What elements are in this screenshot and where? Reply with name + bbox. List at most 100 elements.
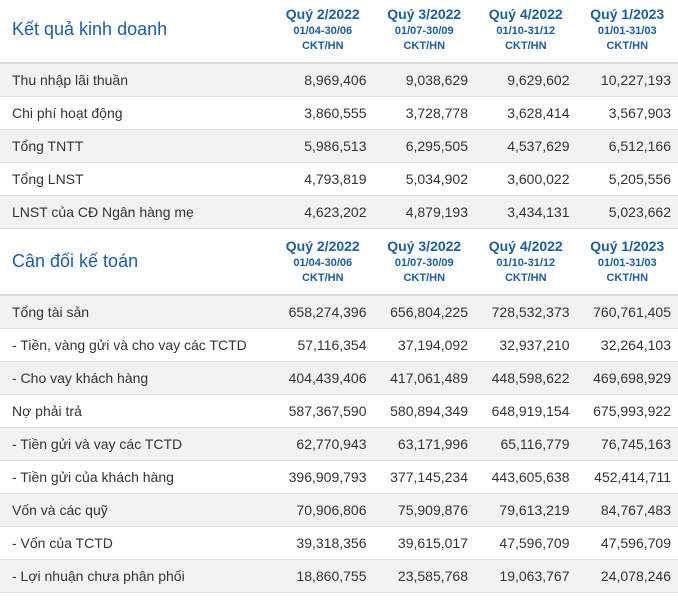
cell-value: 3,567,903 xyxy=(608,105,671,121)
unit-label: CKT/HN xyxy=(301,40,344,52)
table-row: - Tiền gửi của khách hàng 396,909,793 37… xyxy=(0,461,678,494)
date-range-label: 01/07-30/09 xyxy=(394,25,454,37)
balance-sheet-header: Cân đối kế toán Quý 2/2022 01/04-30/06 C… xyxy=(0,232,678,296)
cell-value: 84,767,483 xyxy=(600,502,671,518)
cell-value: 18,860,755 xyxy=(296,568,367,584)
cell-value: 39,615,017 xyxy=(397,535,468,551)
cell-value: 3,600,022 xyxy=(507,171,570,187)
cell-value: 469,698,929 xyxy=(593,370,671,386)
cell-value: 23,585,768 xyxy=(397,568,468,584)
table-row: LNST của CĐ Ngân hàng mẹ 4,623,202 4,879… xyxy=(0,196,678,229)
income-statement-header: Kết quả kinh doanh Quý 2/2022 01/04-30/0… xyxy=(0,0,678,64)
table-row: Tổng TNTT 5,986,513 6,295,505 4,537,629 … xyxy=(0,130,678,163)
balance-col-header: Quý 3/2022 01/07-30/09 CKT/HN xyxy=(374,232,476,284)
cell-value: 4,537,629 xyxy=(507,138,570,154)
table-row: Nợ phải trả 587,367,590 580,894,349 648,… xyxy=(0,395,678,428)
row-label: Vốn và các quỹ xyxy=(12,502,108,518)
unit-label: CKT/HN xyxy=(606,272,649,284)
unit-label: CKT/HN xyxy=(403,272,446,284)
date-range-label: 01/10-31/12 xyxy=(496,25,556,37)
row-label: Tổng LNST xyxy=(12,171,84,187)
cell-value: 47,596,709 xyxy=(600,535,671,551)
table-row: - Tiền gửi và vay các TCTD 62,770,943 63… xyxy=(0,428,678,461)
table-row: Vốn và các quỹ 70,906,806 75,909,876 79,… xyxy=(0,494,678,527)
table-row: Thu nhập lãi thuần 8,969,406 9,038,629 9… xyxy=(0,64,678,97)
cell-value: 75,909,876 xyxy=(397,502,468,518)
row-label: - Tiền, vàng gửi và cho vay các TCTD xyxy=(12,337,247,353)
row-label: Thu nhập lãi thuần xyxy=(12,72,128,88)
table-row: Chi phí hoạt động 3,860,555 3,728,778 3,… xyxy=(0,97,678,130)
cell-value: 3,860,555 xyxy=(304,105,367,121)
cell-value: 587,367,590 xyxy=(288,403,367,419)
quarter-label: Quý 1/2023 xyxy=(590,238,665,254)
cell-value: 377,145,234 xyxy=(390,469,468,485)
cell-value: 62,770,943 xyxy=(296,436,367,452)
cell-value: 5,023,662 xyxy=(608,204,671,220)
cell-value: 4,623,202 xyxy=(304,204,367,220)
table-row: Tổng tài sản 658,274,396 656,804,225 728… xyxy=(0,296,678,329)
cell-value: 396,909,793 xyxy=(288,469,367,485)
balance-col-header: Quý 1/2023 01/01-31/03 CKT/HN xyxy=(577,232,678,284)
balance-sheet-section: Cân đối kế toán Quý 2/2022 01/04-30/06 C… xyxy=(0,232,678,593)
cell-value: 37,194,092 xyxy=(397,337,468,353)
table-row: - Lợi nhuận chưa phân phối 18,860,755 23… xyxy=(0,560,678,593)
income-statement-title: Kết quả kinh doanh xyxy=(12,19,168,39)
unit-label: CKT/HN xyxy=(504,40,547,52)
table-row: Tổng LNST 4,793,819 5,034,902 3,600,022 … xyxy=(0,163,678,196)
cell-value: 3,434,131 xyxy=(507,204,570,220)
row-label: Chi phí hoạt động xyxy=(12,105,123,121)
cell-value: 8,969,406 xyxy=(304,72,367,88)
row-label: Tổng TNTT xyxy=(12,138,84,154)
quarter-label: Quý 1/2023 xyxy=(590,6,665,22)
cell-value: 675,993,922 xyxy=(593,403,671,419)
row-label: LNST của CĐ Ngân hàng mẹ xyxy=(12,204,194,220)
cell-value: 24,078,246 xyxy=(600,568,671,584)
cell-value: 6,512,166 xyxy=(608,138,671,154)
row-label: - Cho vay khách hàng xyxy=(12,370,149,386)
cell-value: 5,034,902 xyxy=(405,171,468,187)
cell-value: 5,205,556 xyxy=(608,171,671,187)
unit-label: CKT/HN xyxy=(403,40,446,52)
cell-value: 19,063,767 xyxy=(499,568,570,584)
income-col-header: Quý 1/2023 01/01-31/03 CKT/HN xyxy=(577,0,678,52)
cell-value: 6,295,505 xyxy=(405,138,468,154)
cell-value: 4,793,819 xyxy=(304,171,367,187)
cell-value: 5,986,513 xyxy=(304,138,367,154)
cell-value: 9,038,629 xyxy=(405,72,468,88)
row-label: Nợ phải trả xyxy=(12,403,82,419)
table-row: - Tiền, vàng gửi và cho vay các TCTD 57,… xyxy=(0,329,678,362)
row-label: - Vốn của TCTD xyxy=(12,535,113,551)
balance-sheet-title: Cân đối kế toán xyxy=(12,251,139,271)
balance-col-header: Quý 2/2022 01/04-30/06 CKT/HN xyxy=(272,232,374,284)
cell-value: 63,171,996 xyxy=(397,436,468,452)
quarter-label: Quý 3/2022 xyxy=(387,238,462,254)
row-label: - Lợi nhuận chưa phân phối xyxy=(12,568,185,584)
cell-value: 10,227,193 xyxy=(600,72,671,88)
cell-value: 3,728,778 xyxy=(405,105,468,121)
cell-value: 70,906,806 xyxy=(296,502,367,518)
cell-value: 443,605,638 xyxy=(491,469,570,485)
cell-value: 658,274,396 xyxy=(288,304,367,320)
cell-value: 404,439,406 xyxy=(288,370,367,386)
cell-value: 47,596,709 xyxy=(499,535,570,551)
table-row: - Vốn của TCTD 39,318,356 39,615,017 47,… xyxy=(0,527,678,560)
income-statement-section: Kết quả kinh doanh Quý 2/2022 01/04-30/0… xyxy=(0,0,678,229)
date-range-label: 01/04-30/06 xyxy=(293,25,353,37)
row-label: - Tiền gửi và vay các TCTD xyxy=(12,436,183,452)
date-range-label: 01/07-30/09 xyxy=(394,257,454,269)
date-range-label: 01/01-31/03 xyxy=(597,25,657,37)
cell-value: 452,414,711 xyxy=(594,469,671,485)
unit-label: CKT/HN xyxy=(301,272,344,284)
cell-value: 9,629,602 xyxy=(507,72,570,88)
cell-value: 57,116,354 xyxy=(297,337,367,353)
income-col-header: Quý 4/2022 01/10-31/12 CKT/HN xyxy=(475,0,577,52)
unit-label: CKT/HN xyxy=(504,272,547,284)
cell-value: 32,264,103 xyxy=(600,337,671,353)
unit-label: CKT/HN xyxy=(606,40,649,52)
cell-value: 32,937,210 xyxy=(499,337,570,353)
income-col-header: Quý 2/2022 01/04-30/06 CKT/HN xyxy=(272,0,374,52)
cell-value: 728,532,373 xyxy=(491,304,570,320)
quarter-label: Quý 4/2022 xyxy=(488,6,563,22)
quarter-label: Quý 2/2022 xyxy=(285,6,360,22)
cell-value: 760,761,405 xyxy=(593,304,671,320)
